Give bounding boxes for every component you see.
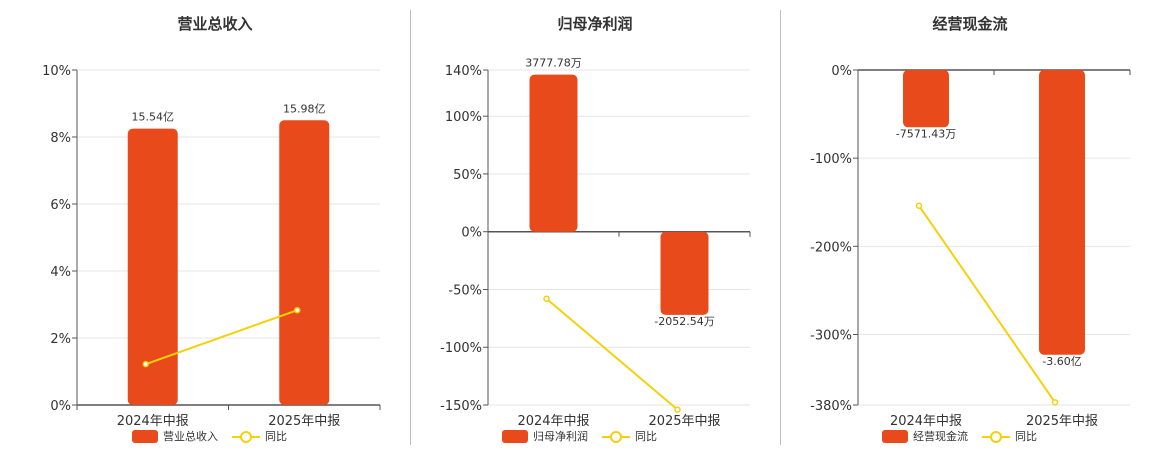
line-point bbox=[142, 360, 149, 368]
panel-divider bbox=[780, 10, 781, 445]
bar-data-label: -2052.54万 bbox=[654, 315, 714, 328]
legend-line-swatch bbox=[982, 430, 1010, 443]
series-line bbox=[918, 205, 1056, 403]
bar bbox=[1039, 70, 1085, 355]
y-tick-label: 2% bbox=[50, 332, 71, 347]
legend-bar-label: 营业总收入 bbox=[163, 430, 218, 443]
line-point bbox=[294, 306, 301, 314]
legend-line-label: 同比 bbox=[265, 430, 287, 443]
y-tick-label: 100% bbox=[445, 110, 482, 125]
y-tick-label: 0% bbox=[461, 226, 482, 241]
bar bbox=[529, 74, 578, 232]
legend-bar-label: 经营现金流 bbox=[913, 430, 968, 443]
bar-data-label: 3777.78万 bbox=[525, 57, 582, 70]
x-category-label: 2025年中报 bbox=[1026, 414, 1098, 429]
y-tick-label: 10% bbox=[42, 64, 71, 79]
legend: 归母净利润 同比 bbox=[502, 428, 657, 444]
series-line bbox=[145, 309, 298, 366]
x-category-label: 2025年中报 bbox=[648, 414, 720, 429]
bar-data-label: 15.98亿 bbox=[283, 102, 326, 115]
y-tick-label: 8% bbox=[50, 131, 71, 146]
y-tick-label: -100% bbox=[440, 341, 482, 356]
legend-bar-swatch bbox=[132, 429, 158, 443]
y-tick-label: -50% bbox=[448, 283, 482, 298]
x-category-label: 2024年中报 bbox=[517, 414, 589, 429]
y-tick-label: -150% bbox=[440, 399, 482, 414]
y-tick-label: -300% bbox=[810, 328, 852, 343]
legend-line-swatch bbox=[602, 430, 630, 443]
y-tick-label: 50% bbox=[453, 168, 482, 183]
y-tick-label: -100% bbox=[810, 152, 852, 167]
legend-line-label: 同比 bbox=[1015, 430, 1037, 443]
bar bbox=[279, 120, 330, 405]
legend-bar-swatch bbox=[882, 429, 908, 443]
chart-title: 归母净利润 bbox=[557, 15, 633, 33]
y-tick-label: 0% bbox=[831, 64, 852, 79]
y-tick-label: 0% bbox=[50, 399, 71, 414]
y-tick-label: 6% bbox=[50, 198, 71, 213]
x-category-label: 2025年中报 bbox=[268, 414, 340, 429]
x-category-label: 2024年中报 bbox=[890, 414, 962, 429]
legend: 经营现金流 同比 bbox=[882, 428, 1037, 444]
legend-line-swatch bbox=[232, 430, 260, 443]
chart-title: 经营现金流 bbox=[932, 15, 1008, 33]
y-tick-label: -200% bbox=[810, 240, 852, 255]
line-point bbox=[915, 202, 923, 210]
line-point bbox=[543, 295, 550, 302]
chart-cash-flow: -380% -300% -200% -100% 0% 2024年中报 2025年中报 -757… bbox=[810, 64, 1131, 429]
legend-bar-swatch bbox=[502, 429, 528, 443]
legend: 营业总收入 同比 bbox=[132, 428, 287, 444]
chart-panel-cash-flow: 经营现金流 -380% -300% -200% -100% 0% 2024年中报 2025年… bbox=[780, 0, 1160, 450]
bar-data-label: 15.54亿 bbox=[132, 111, 175, 124]
panel-divider bbox=[410, 10, 411, 445]
y-tick-label: -380% bbox=[810, 399, 852, 414]
line-point bbox=[1051, 399, 1059, 406]
bar-data-label: -7571.43万 bbox=[896, 127, 956, 140]
chart-panel-revenue: 营业总收入 0% 2% 4% 6% 8% 10% 2024年中报 2025年中报 15.54亿 1… bbox=[0, 0, 410, 450]
bar bbox=[903, 70, 949, 128]
bar bbox=[127, 128, 178, 405]
series-line bbox=[545, 297, 679, 411]
legend-bar-label: 归母净利润 bbox=[533, 430, 588, 443]
legend-line-label: 同比 bbox=[635, 430, 657, 443]
chart-panel-net-profit: 归母净利润 -150% -100% -50% 0% 50% 100% 140% 2024年中报… bbox=[410, 0, 780, 450]
y-tick-label: 4% bbox=[50, 265, 71, 280]
chart-net-profit: -150% -100% -50% 0% 50% 100% 140% 2024年中报 2025年中… bbox=[440, 57, 751, 429]
chart-revenue: 0% 2% 4% 6% 8% 10% 2024年中报 2025年中报 15.54亿 15.98亿 bbox=[42, 64, 381, 429]
line-point bbox=[674, 406, 681, 413]
x-category-label: 2024年中报 bbox=[117, 414, 189, 429]
bar bbox=[660, 231, 709, 315]
bar-data-label: -3.60亿 bbox=[1042, 355, 1081, 368]
chart-title: 营业总收入 bbox=[177, 15, 253, 33]
y-tick-label: 140% bbox=[445, 64, 482, 79]
